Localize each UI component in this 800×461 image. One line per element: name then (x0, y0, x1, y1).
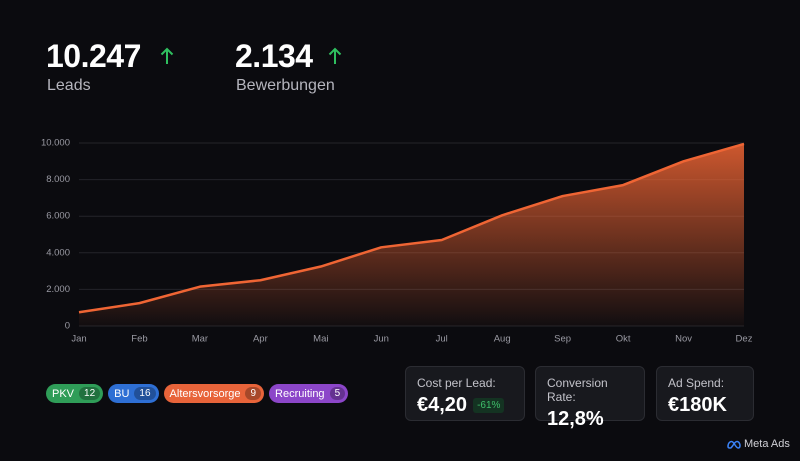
tag[interactable]: BU 16 (108, 384, 159, 403)
metric-card: Conversion Rate: 12,8% (535, 366, 645, 430)
tag[interactable]: Recruiting 5 (269, 384, 349, 403)
line (78, 142, 745, 314)
metric-label: Cost per Lead: (417, 376, 496, 390)
y-tick-label: 10.000 (41, 138, 70, 149)
tag-count: 5 (329, 387, 346, 400)
tag-label: Recruiting (275, 387, 325, 400)
x-tick-label: Jan (71, 334, 86, 345)
tag-label: PKV (52, 387, 75, 400)
kpi-label: Bewerbungen (236, 77, 335, 94)
tag-count: 12 (79, 387, 101, 400)
y-tick-label: 2.000 (46, 284, 70, 295)
y-tick-label: 4.000 (46, 247, 70, 258)
x-tick-label: Nov (675, 334, 692, 345)
metric-card: Cost per Lead: €4,20 -61% (405, 366, 525, 421)
x-tick-label: Sep (554, 334, 571, 345)
metric-change: -61% (473, 398, 505, 413)
kpi-label: Leads (47, 77, 91, 94)
tag-label: BU (114, 387, 130, 400)
up-arrow (328, 47, 342, 64)
tag-list: PKV 12 BU 16 Altersvorsorge 9 Recruiting 5 (46, 384, 349, 403)
up-arrow (160, 47, 174, 64)
meta-logo (727, 440, 741, 449)
tag[interactable]: PKV 12 (46, 384, 104, 403)
kpi-value: 10.247 (46, 38, 141, 74)
tag-label: Altersvorsorge (169, 387, 241, 400)
metric-label: Conversion Rate: (547, 376, 608, 404)
chart: 0 2.000 4.000 6.000 8.000 10.000 Jan Feb Mar Apr M… (41, 138, 753, 345)
brand-name: Meta Ads (744, 438, 790, 450)
tag-count: 16 (134, 387, 156, 400)
x-tick-label: Okt (616, 334, 631, 345)
area (79, 143, 744, 326)
x-tick-label: Aug (494, 334, 511, 345)
metric-value: 12,8% (547, 408, 604, 430)
x-tick-label: Feb (131, 334, 147, 345)
metric-value: €4,20 (417, 394, 468, 416)
x-tick-label: Dez (736, 334, 753, 345)
y-tick-label: 8.000 (46, 174, 70, 185)
y-tick-label: 0 (65, 321, 70, 332)
metric-label: Ad Spend: (668, 376, 725, 390)
y-tick-label: 6.000 (46, 211, 70, 222)
metric-value: €180K (668, 394, 727, 416)
x-tick-label: Jun (374, 334, 389, 345)
kpi-value: 2.134 (235, 38, 313, 74)
x-tick-label: Jul (436, 334, 448, 345)
brand: Meta Ads (727, 438, 790, 450)
x-tick-label: Apr (253, 334, 268, 345)
x-tick-label: Mar (192, 334, 208, 345)
tag-count: 9 (245, 387, 262, 400)
x-tick-label: Mai (313, 334, 328, 345)
tag[interactable]: Altersvorsorge 9 (163, 384, 265, 403)
metric-card: Ad Spend: €180K (656, 366, 754, 421)
